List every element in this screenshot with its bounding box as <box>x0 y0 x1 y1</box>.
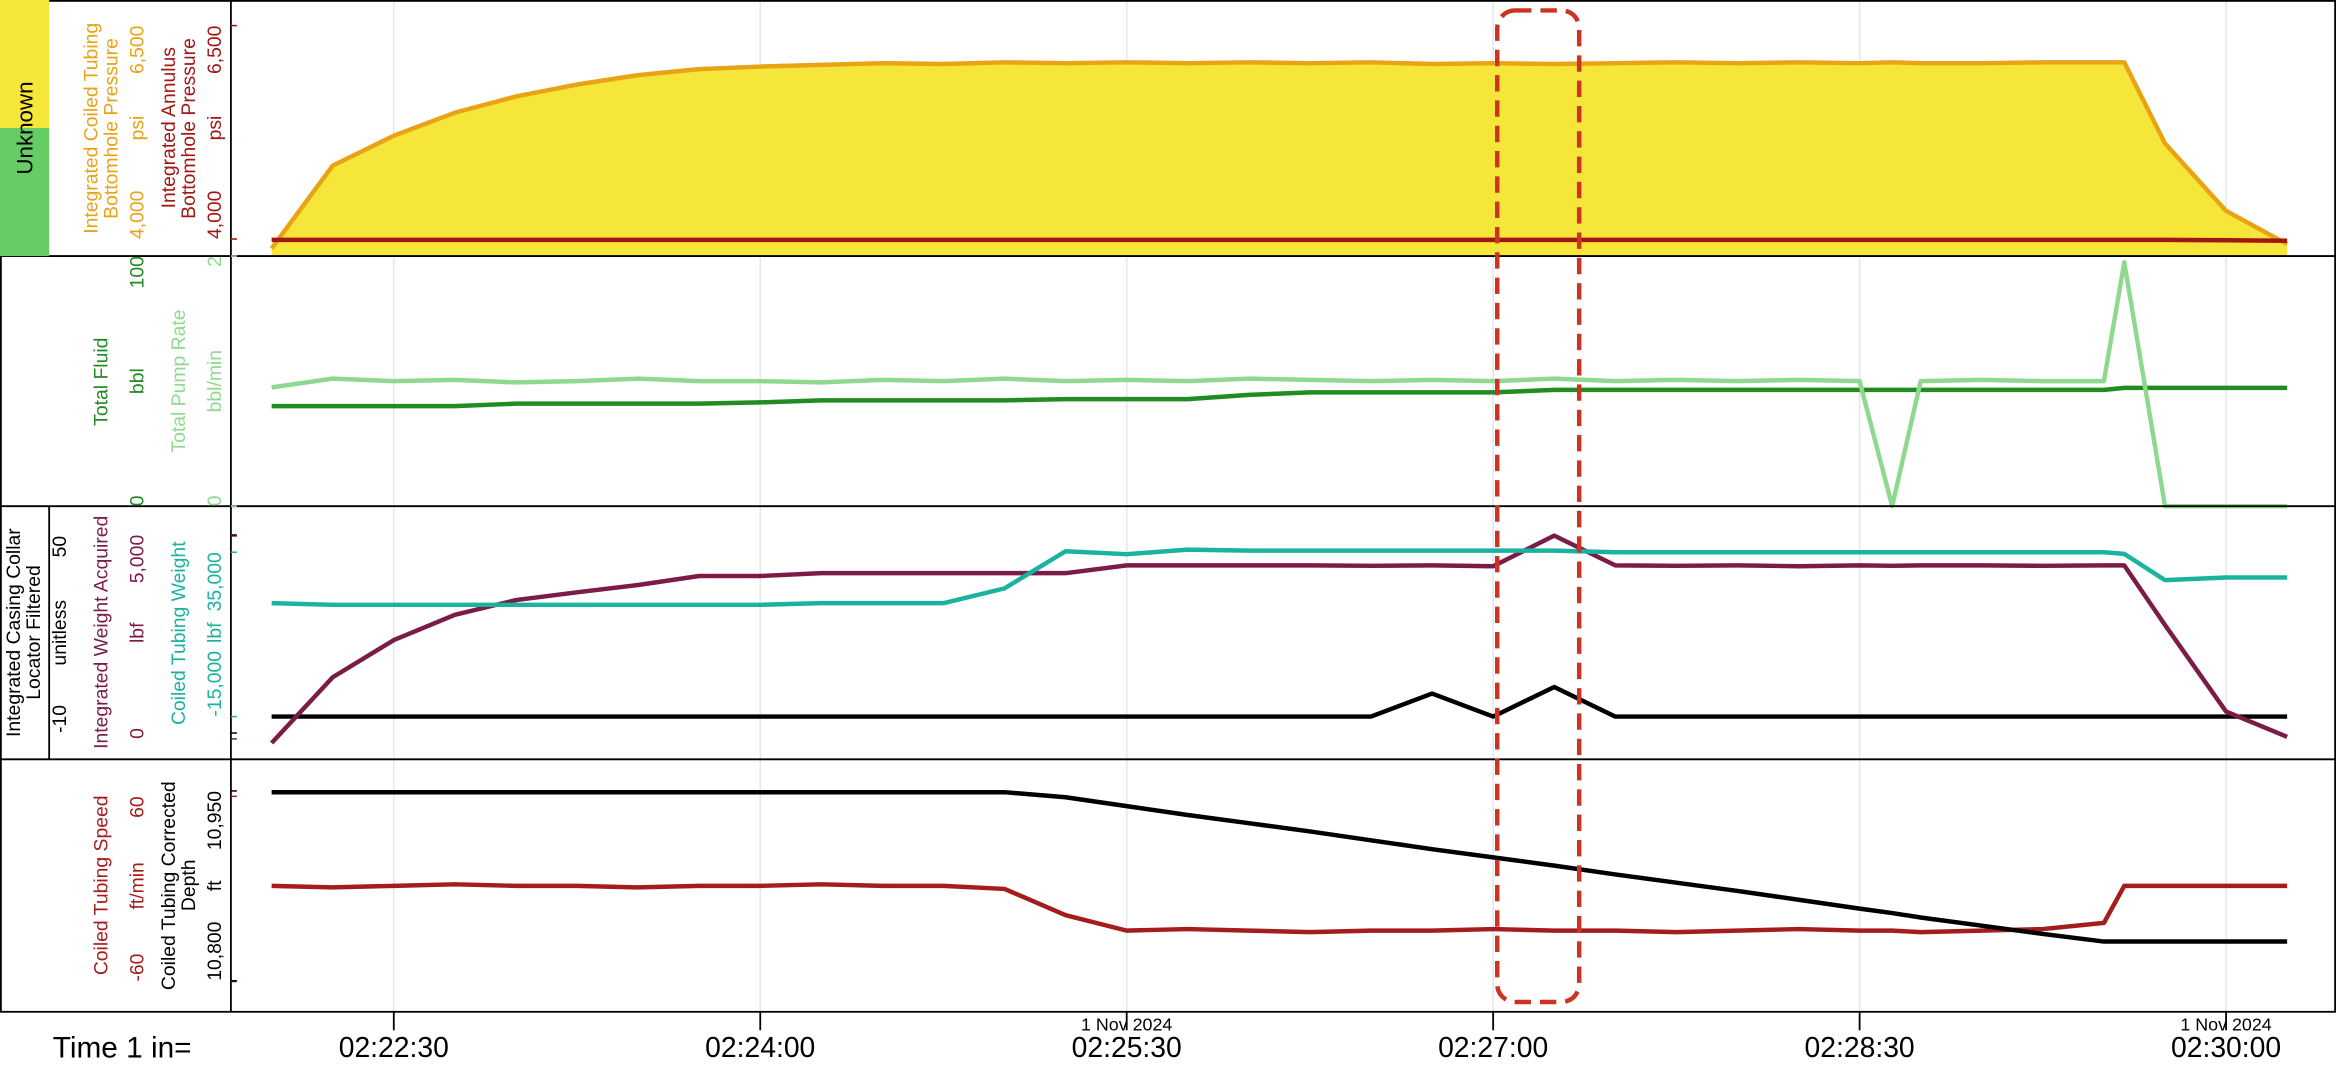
axis-title: Coiled Tubing Speed <box>89 796 112 976</box>
axis-title: Coiled Tubing Weight <box>167 540 190 725</box>
y-tick-label: 60 <box>127 796 149 818</box>
axis-title: Coiled Tubing Corrected Depth <box>156 781 200 991</box>
series-line <box>271 260 2288 509</box>
axis-unit: psi <box>127 116 149 141</box>
selection-highlight[interactable] <box>1495 8 1582 1005</box>
axis-title: Integrated Annulus Bottomhole Pressure <box>156 37 200 219</box>
x-tick-label: 02:25:30 <box>1072 1031 1182 1063</box>
axis-title-box: Total Pump Rate <box>167 309 190 453</box>
fill-layer <box>271 62 2288 257</box>
series-line <box>271 385 2288 409</box>
y-tick-label: 5,000 <box>127 535 149 584</box>
y-tick-label: 2 <box>204 256 226 267</box>
series-line <box>271 237 2288 243</box>
frame <box>0 0 2336 1013</box>
x-tick-label: 02:24:00 <box>705 1031 815 1063</box>
y-tick-label: 0 <box>127 495 149 506</box>
y-tick-label: 0 <box>204 495 226 506</box>
status-band <box>0 0 50 129</box>
series-line <box>271 684 2288 719</box>
axis-title: Integrated Weight Acquired <box>89 516 112 750</box>
axis-unit: bbl/min <box>204 350 226 412</box>
series-line <box>271 547 2288 608</box>
time-scale-label: Time 1 in= <box>53 1031 192 1064</box>
y-tick-label: 10,800 <box>204 921 226 980</box>
axis-title: Integrated Casing Collar Locator Filtere… <box>2 528 45 738</box>
axis-unit: ft/min <box>127 862 149 909</box>
series-line <box>269 533 2288 745</box>
axis-unit: unitless <box>49 600 71 666</box>
y-tick-label: 4,000 <box>204 190 226 239</box>
axis-title-box: Coiled Tubing Weight <box>167 540 190 725</box>
y-tick-label: -15,000 <box>204 651 226 717</box>
axis-unit: ft <box>204 880 226 891</box>
status-label: Unknown <box>13 82 38 175</box>
x-tick-label: 02:27:00 <box>1438 1031 1548 1063</box>
x-tick-label: 02:22:30 <box>339 1031 449 1063</box>
area <box>271 62 2288 257</box>
axis-title-box: Coiled Tubing Corrected Depth <box>156 781 200 991</box>
axis-unit: psi <box>204 116 226 141</box>
axis-title: Total Pump Rate <box>167 309 190 453</box>
label-layer: 02:22:30 02:24:00 02:25:30 02:27:00 02:28:30… <box>2 22 2281 1063</box>
y-tick-label: 100 <box>127 256 149 289</box>
axis-title-box: Total Fluid <box>89 337 112 426</box>
x-tick-label: 02:30:00 <box>2171 1031 2281 1063</box>
axis-title-box: Coiled Tubing Speed <box>89 796 112 976</box>
axis-unit: lbf <box>127 622 149 643</box>
y-tick-label: 4,000 <box>127 190 149 239</box>
y-tick-label: 10,950 <box>204 791 226 850</box>
axis-unit: bbl <box>127 368 149 394</box>
y-tick-label: 35,000 <box>204 552 226 611</box>
axis-title: Integrated Coiled Tubing Bottomhole Pres… <box>79 22 123 234</box>
y-tick-label: -10 <box>49 705 71 733</box>
date-label: 1 Nov 2024 <box>2180 1015 2271 1035</box>
status-band <box>0 128 50 257</box>
axis-title-box: Integrated Coiled Tubing Bottomhole Pres… <box>79 22 123 234</box>
series-line <box>271 882 2288 935</box>
axis-title-box: Integrated Casing Collar Locator Filtere… <box>2 528 45 738</box>
y-tick-label: 0 <box>127 728 149 739</box>
series-line <box>271 789 2288 944</box>
series-line <box>269 60 2289 250</box>
y-tick-label: 6,500 <box>204 25 226 74</box>
date-label: 1 Nov 2024 <box>1081 1015 1172 1035</box>
y-tick-label: -60 <box>127 953 149 981</box>
y-tick-label: 50 <box>49 536 71 558</box>
line-layer <box>269 60 2289 944</box>
axis-unit: lbf <box>204 622 226 643</box>
axis-title-box: Integrated Annulus Bottomhole Pressure <box>156 37 200 219</box>
axis-title-box: Integrated Weight Acquired <box>89 516 112 750</box>
axis-title: Total Fluid <box>89 337 112 426</box>
x-tick-label: 02:28:30 <box>1805 1031 1915 1063</box>
y-tick-label: 6,500 <box>127 25 149 74</box>
